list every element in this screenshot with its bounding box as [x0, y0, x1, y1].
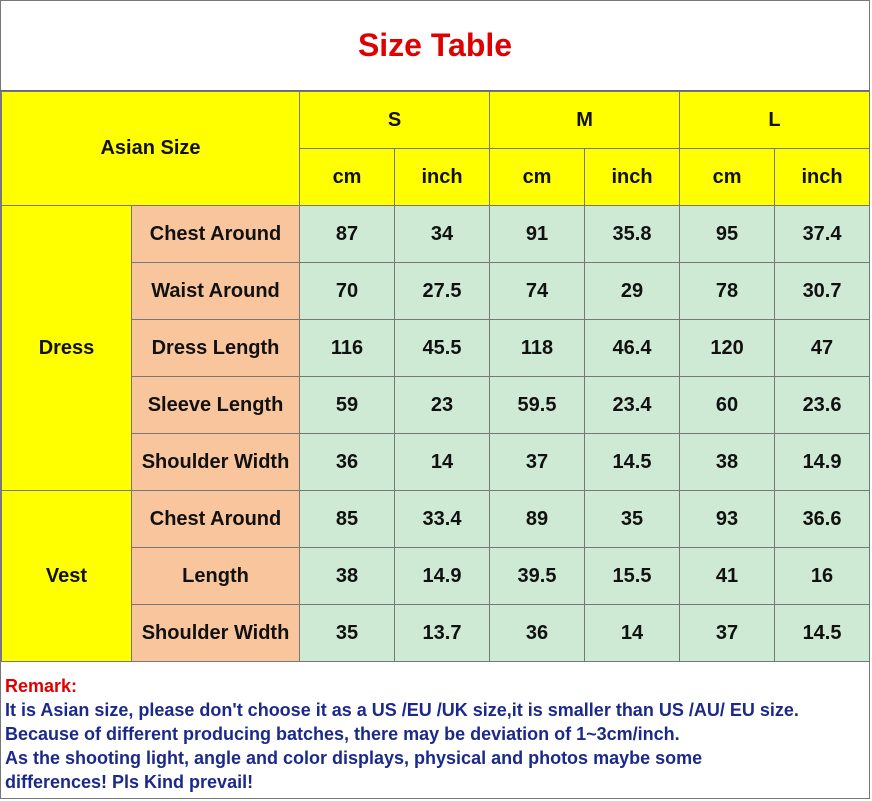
remark-line: Because of different producing batches, …: [5, 724, 680, 744]
value-cell: 120: [679, 319, 776, 377]
value-cell: 37: [489, 433, 586, 491]
value-cell: 23.6: [774, 376, 871, 434]
value-cell: 46.4: [584, 319, 681, 377]
value-cell: 14.9: [774, 433, 871, 491]
measure-label: Chest Around: [130, 490, 301, 548]
value-cell: 38: [679, 433, 776, 491]
value-cell: 87: [299, 205, 396, 263]
size-header-row: Asian Size S M L: [0, 91, 871, 206]
value-cell: 59: [299, 376, 396, 434]
table-row: Waist Around 70 27.5 74 29 78 30.7: [2, 262, 871, 320]
value-cell: 23: [394, 376, 491, 434]
value-cell: 23.4: [584, 376, 681, 434]
value-cell: 91: [489, 205, 586, 263]
value-cell: 14.9: [394, 547, 491, 605]
value-cell: 16: [774, 547, 871, 605]
value-cell: 38: [299, 547, 396, 605]
value-cell: 29: [584, 262, 681, 320]
value-cell: 89: [489, 490, 586, 548]
measure-label: Length: [130, 547, 301, 605]
table-row: Shoulder Width 35 13.7 36 14 37 14.5: [2, 604, 871, 662]
measure-label: Chest Around: [130, 205, 301, 263]
value-cell: 45.5: [394, 319, 491, 377]
value-cell: 95: [679, 205, 776, 263]
value-cell: 116: [299, 319, 396, 377]
remark-line: differences! Pls Kind prevail!: [5, 772, 254, 792]
title-bar: Size Table: [0, 0, 870, 91]
size-table: Asian Size S M L cm inch cm inch cm inch…: [0, 91, 871, 662]
value-cell: 36: [299, 433, 396, 491]
group-label-dress: Dress: [1, 205, 132, 491]
table-row: Shoulder Width 36 14 37 14.5 38 14.9: [2, 433, 871, 491]
remark-title: Remark:: [5, 676, 78, 696]
value-cell: 36.6: [774, 490, 871, 548]
value-cell: 35.8: [584, 205, 681, 263]
value-cell: 36: [489, 604, 586, 662]
table-row: Dress Chest Around 87 34 91 35.8 95 37.4: [1, 205, 871, 491]
value-cell: 33.4: [394, 490, 491, 548]
value-cell: 47: [774, 319, 871, 377]
table-row: Length 38 14.9 39.5 15.5 41 16: [2, 547, 871, 605]
remark-line: As the shooting light, angle and color d…: [5, 748, 703, 768]
unit-header: cm: [679, 148, 776, 206]
value-cell: 30.7: [774, 262, 871, 320]
value-cell: 14: [584, 604, 681, 662]
remark-section: Remark: It is Asian size, please don't c…: [5, 674, 865, 794]
value-cell: 39.5: [489, 547, 586, 605]
table-row: Dress Length 116 45.5 118 46.4 120 47: [2, 319, 871, 377]
measure-label: Sleeve Length: [130, 376, 301, 434]
measure-label: Shoulder Width: [130, 433, 301, 491]
value-cell: 37.4: [774, 205, 871, 263]
page-title: Size Table: [357, 26, 513, 63]
value-cell: 37: [679, 604, 776, 662]
value-cell: 34: [394, 205, 491, 263]
unit-header: inch: [774, 148, 871, 206]
unit-header: inch: [394, 148, 491, 206]
size-l-header: L: [679, 91, 871, 149]
value-cell: 27.5: [394, 262, 491, 320]
value-cell: 35: [584, 490, 681, 548]
value-cell: 15.5: [584, 547, 681, 605]
group-label-vest: Vest: [1, 490, 132, 662]
value-cell: 85: [299, 490, 396, 548]
measure-label: Waist Around: [130, 262, 301, 320]
table-row: Vest Chest Around 85 33.4 89 35 93 36.6: [1, 490, 871, 662]
value-cell: 13.7: [394, 604, 491, 662]
value-cell: 60: [679, 376, 776, 434]
value-cell: 14.5: [584, 433, 681, 491]
value-cell: 74: [489, 262, 586, 320]
value-cell: 93: [679, 490, 776, 548]
value-cell: 14.5: [774, 604, 871, 662]
measure-label: Shoulder Width: [130, 604, 301, 662]
size-s-header: S: [299, 91, 491, 149]
value-cell: 14: [394, 433, 491, 491]
value-cell: 59.5: [489, 376, 586, 434]
value-cell: 41: [679, 547, 776, 605]
value-cell: 35: [299, 604, 396, 662]
unit-header: cm: [489, 148, 586, 206]
measure-label: Dress Length: [130, 319, 301, 377]
unit-header: inch: [584, 148, 681, 206]
unit-header-row: cm inch cm inch cm inch: [2, 148, 871, 206]
value-cell: 78: [679, 262, 776, 320]
value-cell: 70: [299, 262, 396, 320]
value-cell: 118: [489, 319, 586, 377]
table-row: Sleeve Length 59 23 59.5 23.4 60 23.6: [2, 376, 871, 434]
remark-line: It is Asian size, please don't choose it…: [5, 700, 799, 720]
unit-header: cm: [299, 148, 396, 206]
size-m-header: M: [489, 91, 681, 149]
asian-size-header: Asian Size: [0, 91, 301, 206]
